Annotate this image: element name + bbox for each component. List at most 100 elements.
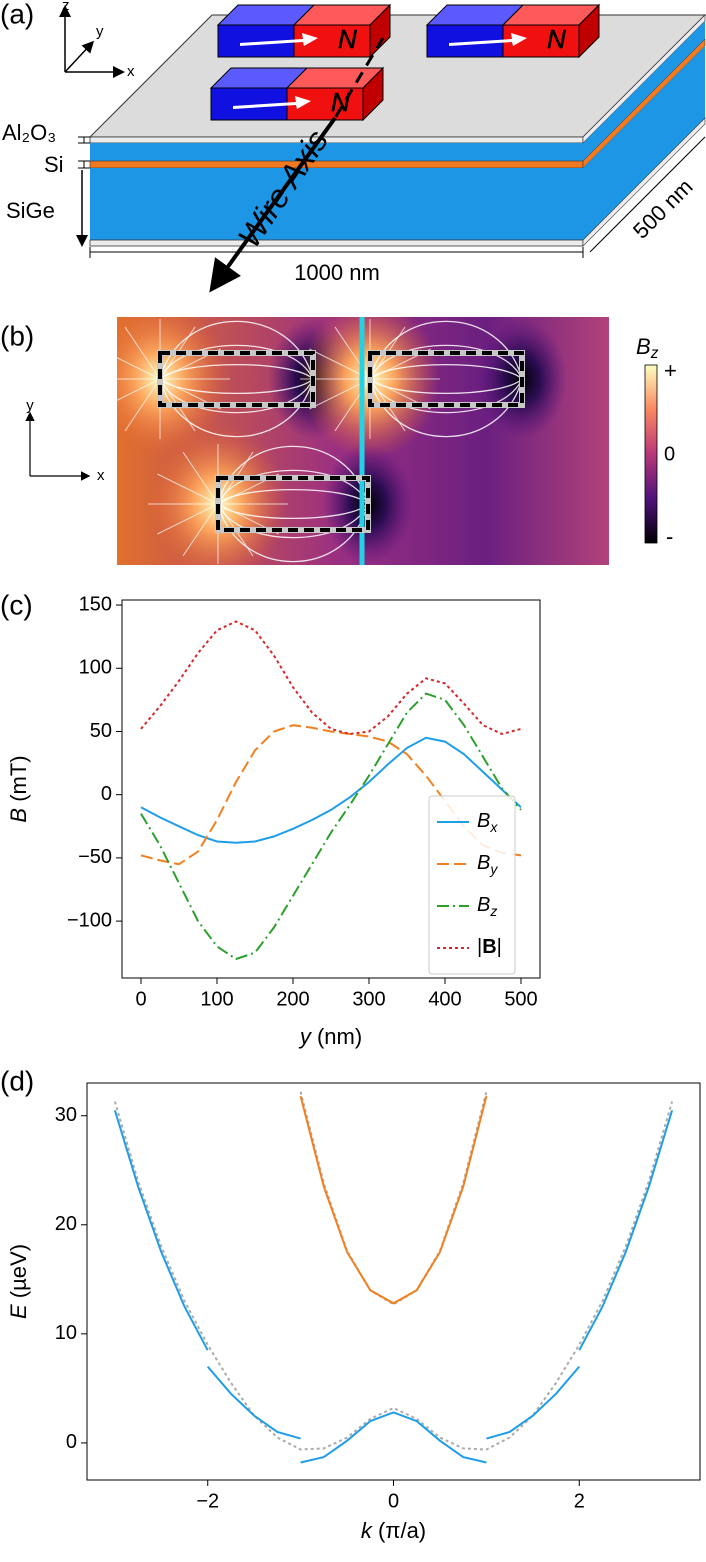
colorbar — [644, 364, 658, 544]
streamline — [217, 469, 369, 505]
x-tick-label: 500 — [504, 988, 537, 1010]
text-run: E — [6, 1304, 31, 1319]
magnet-label: N — [331, 87, 350, 117]
text-run: B — [477, 852, 490, 874]
series-line — [140, 736, 522, 844]
text-run: | — [497, 936, 502, 958]
axis-name: y — [26, 397, 34, 414]
legend-label: Bx — [477, 810, 498, 834]
y-axis-label: B (mT) — [6, 755, 31, 822]
layer — [90, 143, 583, 161]
x-tick-label: 0 — [135, 988, 146, 1010]
streamline — [159, 378, 314, 414]
legend-label: Bz — [477, 894, 497, 918]
magnet-outline — [216, 476, 370, 532]
x-tick-label: 200 — [276, 988, 309, 1010]
layer-side — [583, 46, 705, 240]
axis-name: y — [96, 23, 104, 40]
layer-side — [583, 21, 705, 161]
field-map-image — [117, 317, 609, 565]
layer — [89, 239, 584, 247]
y-tick-label: 10 — [55, 1322, 77, 1344]
text-run: x — [489, 819, 498, 835]
text-run: (mT) — [6, 755, 31, 808]
layer — [89, 160, 584, 169]
magnet-outline — [158, 351, 315, 407]
text-run: B — [6, 808, 31, 823]
plot-frame — [86, 1082, 701, 1481]
text-run: (µeV) — [6, 1244, 31, 1304]
panel-label: (a) — [0, 0, 34, 29]
streamline — [117, 357, 161, 380]
layer-side — [582, 117, 706, 247]
layer-label: Si — [44, 152, 64, 177]
layer-label: Al₂O₃ — [2, 120, 56, 145]
wire-axis-arrow — [209, 116, 337, 293]
plot-frame — [121, 599, 541, 979]
text-run: k — [361, 1518, 373, 1543]
dimension-marker — [78, 136, 90, 169]
x-tick-label: 100 — [200, 988, 233, 1010]
legend-box — [428, 795, 516, 975]
magnet: N — [216, 3, 392, 59]
text-run: y — [298, 1024, 313, 1049]
y-tick-label: 100 — [79, 657, 112, 679]
text-run: B — [636, 334, 651, 359]
chart: 0 100 200 300 400 500−100−50050100150BxByBz|B… — [6, 593, 541, 1049]
colorbar-tick: + — [664, 358, 677, 383]
text-run: z — [650, 345, 659, 362]
streamline — [157, 473, 219, 505]
colorbar-label: Bz — [636, 334, 659, 362]
x-tick-label: 0 — [388, 1490, 399, 1512]
text-run: B — [477, 810, 490, 832]
legend-label: By — [477, 852, 498, 876]
streamline — [117, 378, 161, 401]
series-line — [113, 1101, 674, 1451]
panel-label: (d) — [0, 1065, 34, 1096]
x-tick-label: 2 — [574, 1490, 585, 1512]
series-line — [140, 620, 522, 736]
axis-name: x — [97, 467, 105, 484]
streamline — [182, 451, 219, 505]
streamline — [369, 344, 523, 380]
magnet-arrow — [240, 33, 318, 46]
streamline — [217, 503, 369, 539]
streamline — [124, 378, 161, 432]
x-axis-label: k (π/a) — [361, 1518, 426, 1543]
wire-axis-dashed — [333, 37, 385, 119]
y-axis-label: E (µeV) — [6, 1244, 31, 1319]
text-run: (nm) — [311, 1024, 362, 1049]
x-tick-label: 400 — [428, 988, 461, 1010]
x-tick-label: 300 — [352, 988, 385, 1010]
magnet: N — [425, 3, 601, 59]
streamline — [217, 489, 369, 505]
streamline — [182, 503, 219, 557]
colorbar-tick: - — [666, 524, 673, 549]
text-run: y — [489, 861, 498, 877]
schematic: z y x Al₂O₃ Si SiGe 1000 nm 500 nm N NNWi… — [2, 0, 706, 293]
streamline — [217, 503, 369, 519]
streamline — [157, 503, 219, 535]
y-tick-label: 50 — [90, 720, 112, 742]
x-axis-label: y (nm) — [298, 1024, 362, 1049]
y-tick-label: −100 — [67, 909, 112, 931]
axis-name: z — [62, 0, 70, 14]
series-line — [113, 1110, 674, 1464]
panel-label: (c) — [0, 589, 33, 620]
y-tick-label: 150 — [79, 593, 112, 615]
text-run: B — [477, 894, 490, 916]
magnet-label: N — [547, 24, 566, 54]
layer — [90, 168, 583, 240]
x-tick-label: −2 — [196, 1490, 219, 1512]
series-line — [140, 692, 522, 961]
y-tick-label: 0 — [66, 1431, 77, 1453]
y-tick-label: 0 — [101, 783, 112, 805]
text-run: (π/a) — [372, 1518, 426, 1543]
y-tick-label: 20 — [55, 1213, 77, 1235]
text-run: | — [477, 936, 482, 958]
streamline — [124, 326, 161, 380]
y-tick-label: −50 — [78, 846, 112, 868]
field-map: y x Bz + 0 - — [25, 317, 677, 565]
